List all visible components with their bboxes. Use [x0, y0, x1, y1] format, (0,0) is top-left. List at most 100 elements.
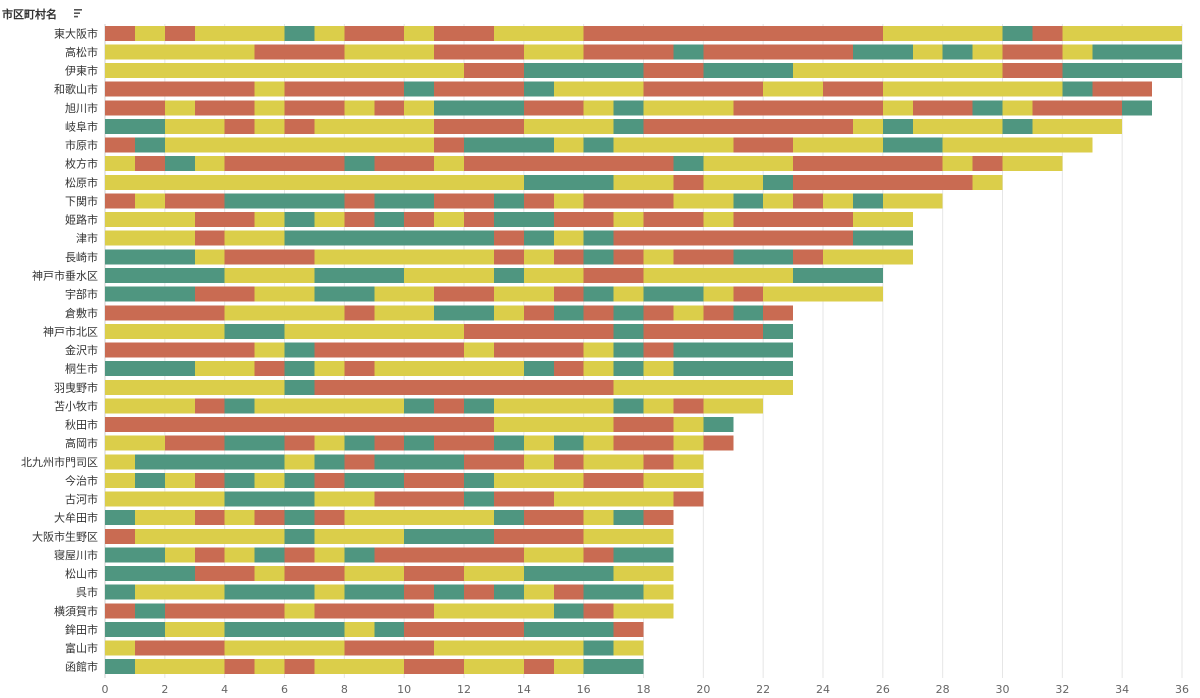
bar-segment[interactable] [673, 156, 704, 172]
bar-segment[interactable] [314, 528, 405, 544]
bar-segment[interactable] [284, 454, 315, 470]
bar-segment[interactable] [493, 342, 584, 358]
bar-segment[interactable] [613, 137, 734, 153]
bar-segment[interactable] [1092, 44, 1182, 60]
bar-segment[interactable] [493, 286, 554, 302]
bar-segment[interactable] [105, 118, 165, 134]
bar-segment[interactable] [613, 640, 644, 656]
bar-segment[interactable] [164, 118, 225, 134]
bar-segment[interactable] [254, 342, 285, 358]
bar-segment[interactable] [464, 137, 554, 153]
bar-segment[interactable] [493, 528, 584, 544]
bar-segment[interactable] [105, 566, 195, 582]
bar-segment[interactable] [105, 547, 165, 563]
bar-segment[interactable] [553, 603, 584, 619]
bar-segment[interactable] [105, 137, 135, 153]
bar-segment[interactable] [224, 640, 345, 656]
bar-segment[interactable] [224, 230, 285, 246]
bar-segment[interactable] [613, 603, 674, 619]
row-label[interactable]: 高岡市 [65, 436, 98, 450]
bar-segment[interactable] [105, 193, 135, 209]
bar-segment[interactable] [583, 361, 614, 377]
bar-segment[interactable] [134, 25, 165, 41]
bar-segment[interactable] [673, 398, 704, 414]
bar-segment[interactable] [553, 137, 584, 153]
bar-segment[interactable] [105, 81, 255, 97]
bar-segment[interactable] [344, 361, 375, 377]
bar-segment[interactable] [1002, 118, 1033, 134]
bar-segment[interactable] [314, 361, 345, 377]
bar-segment[interactable] [344, 621, 375, 637]
bar-segment[interactable] [793, 193, 823, 209]
bar-segment[interactable] [105, 25, 135, 41]
bar-segment[interactable] [583, 230, 614, 246]
bar-segment[interactable] [703, 63, 794, 79]
bar-segment[interactable] [493, 230, 524, 246]
bar-segment[interactable] [703, 212, 734, 228]
bar-segment[interactable] [254, 118, 285, 134]
bar-segment[interactable] [882, 25, 1003, 41]
bar-segment[interactable] [613, 249, 644, 265]
bar-segment[interactable] [134, 193, 165, 209]
bar-segment[interactable] [164, 25, 195, 41]
bar-segment[interactable] [703, 435, 734, 451]
bar-segment[interactable] [464, 212, 494, 228]
bar-segment[interactable] [464, 472, 494, 488]
bar-segment[interactable] [972, 174, 1003, 190]
bar-segment[interactable] [314, 212, 345, 228]
bar-segment[interactable] [643, 100, 734, 116]
bar-segment[interactable] [523, 659, 554, 675]
bar-segment[interactable] [852, 44, 913, 60]
bar-segment[interactable] [404, 566, 464, 582]
bar-segment[interactable] [523, 454, 554, 470]
bar-segment[interactable] [105, 156, 135, 172]
bar-segment[interactable] [194, 156, 225, 172]
bar-segment[interactable] [1092, 81, 1153, 97]
bar-segment[interactable] [224, 268, 315, 284]
bar-segment[interactable] [1032, 100, 1123, 116]
row-label[interactable]: 古河市 [65, 492, 98, 506]
bar-segment[interactable] [374, 100, 405, 116]
bar-segment[interactable] [763, 193, 794, 209]
bar-segment[interactable] [583, 454, 644, 470]
bar-segment[interactable] [284, 25, 315, 41]
row-label[interactable]: 岐阜市 [65, 119, 98, 133]
bar-segment[interactable] [643, 286, 704, 302]
bar-segment[interactable] [643, 212, 704, 228]
row-label[interactable]: 下関市 [65, 194, 98, 208]
bar-segment[interactable] [523, 584, 554, 600]
bar-segment[interactable] [523, 547, 584, 563]
bar-segment[interactable] [673, 417, 704, 433]
bar-segment[interactable] [643, 63, 704, 79]
bar-segment[interactable] [852, 118, 883, 134]
bar-segment[interactable] [643, 454, 674, 470]
bar-segment[interactable] [583, 44, 674, 60]
bar-segment[interactable] [882, 193, 943, 209]
bar-segment[interactable] [134, 659, 225, 675]
bar-segment[interactable] [583, 342, 614, 358]
bar-segment[interactable] [434, 100, 524, 116]
bar-segment[interactable] [105, 249, 195, 265]
bar-segment[interactable] [194, 249, 225, 265]
bar-segment[interactable] [134, 472, 165, 488]
bar-segment[interactable] [344, 640, 435, 656]
row-label[interactable]: 高松市 [65, 45, 98, 59]
bar-segment[interactable] [613, 510, 644, 526]
bar-row[interactable] [105, 174, 1003, 190]
bar-segment[interactable] [105, 44, 255, 60]
bar-segment[interactable] [194, 361, 255, 377]
row-label[interactable]: 倉敷市 [65, 306, 98, 320]
bar-segment[interactable] [374, 212, 405, 228]
bar-segment[interactable] [314, 268, 405, 284]
bar-segment[interactable] [224, 472, 255, 488]
bar-segment[interactable] [673, 249, 734, 265]
bar-segment[interactable] [553, 491, 674, 507]
bar-segment[interactable] [1062, 63, 1182, 79]
bar-segment[interactable] [224, 435, 285, 451]
bar-segment[interactable] [793, 174, 973, 190]
row-label[interactable]: 桐生市 [65, 362, 98, 376]
row-label[interactable]: 和歌山市 [54, 82, 98, 96]
bar-segment[interactable] [404, 100, 435, 116]
bar-segment[interactable] [493, 25, 584, 41]
bar-segment[interactable] [523, 81, 554, 97]
